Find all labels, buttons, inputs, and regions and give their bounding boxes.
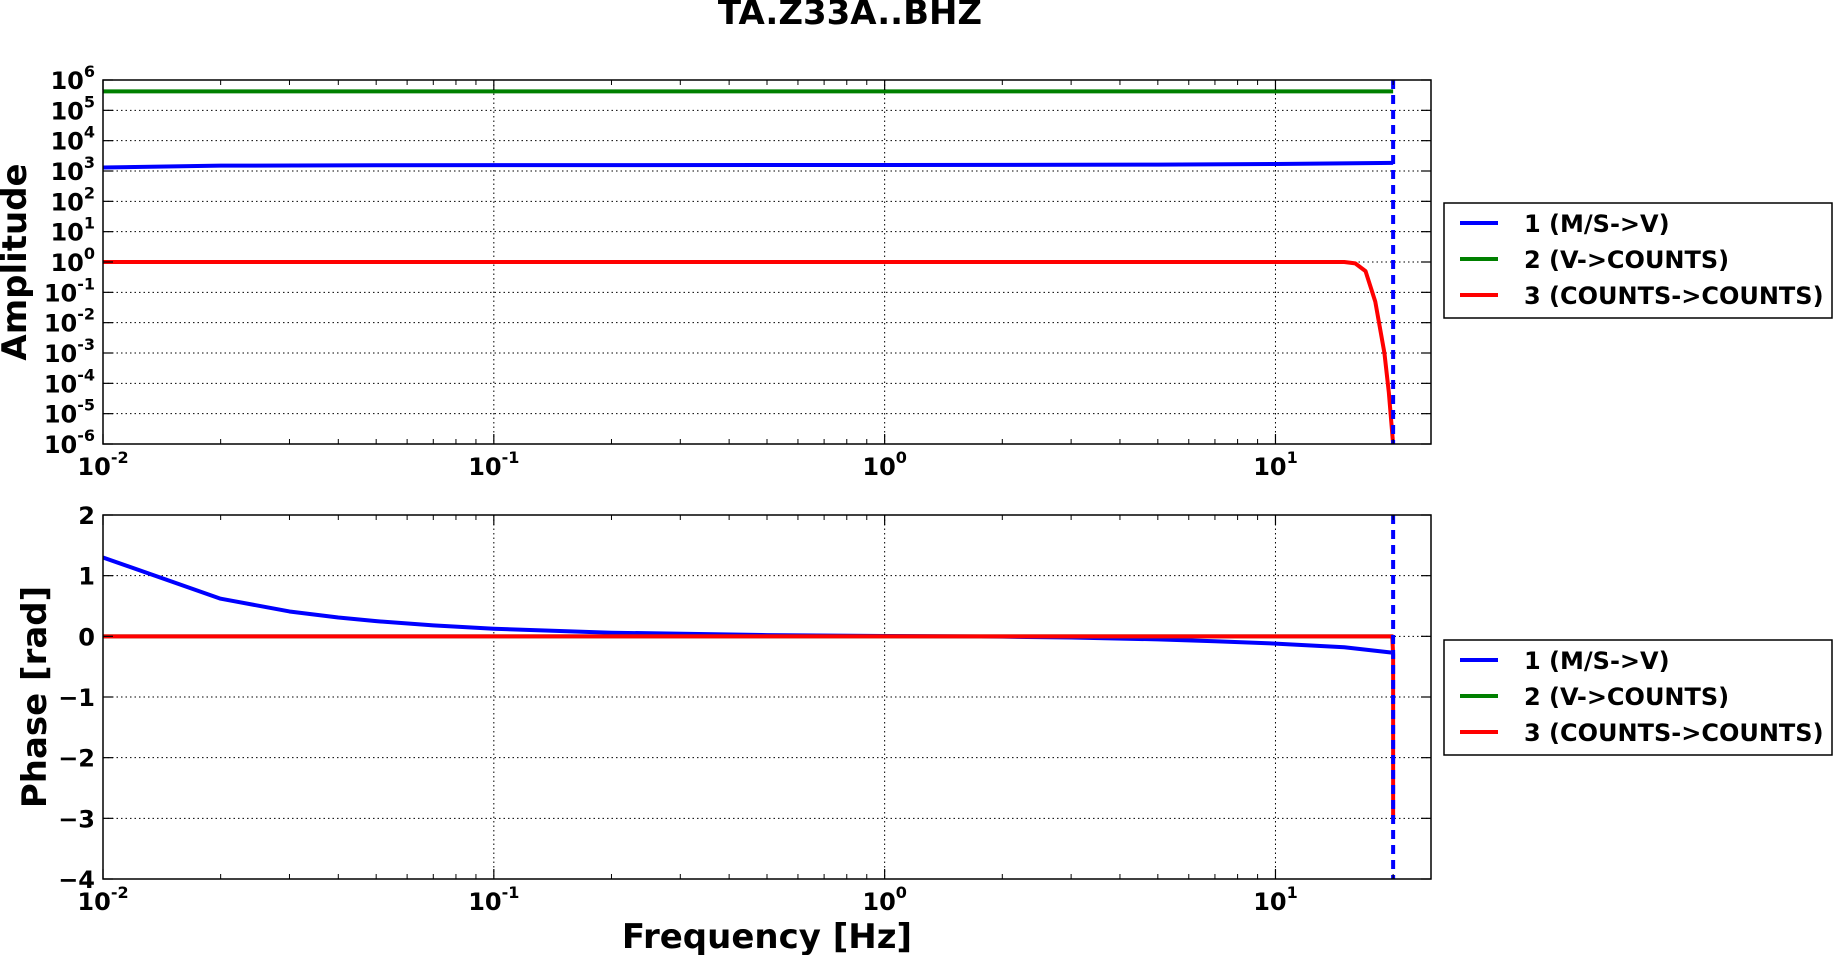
y-tick-base: 10 [50,97,83,125]
y-tick-exponent: 3 [84,153,95,172]
x-tick-label: 101 [1253,448,1298,481]
y-tick-exponent: -2 [77,305,95,324]
series-line-3 [103,634,1396,819]
y-tick-label: 10-3 [44,335,95,368]
y-tick-label: 2 [78,502,95,530]
phase-y-label: Phase [rad] [15,586,55,808]
x-tick-exponent: 0 [896,883,907,902]
amplitude-data [103,80,1396,444]
series-line-3 [103,260,1396,444]
x-tick-exponent: 0 [896,448,907,467]
phase-legend: 1 (M/S->V) 2 (V->COUNTS) 3 (COUNTS->COUNTS… [1443,639,1833,756]
y-tick-label: 101 [50,214,95,247]
legend-entry-1: 1 (M/S->V) [1524,210,1670,238]
y-tick-label: 10-2 [44,305,95,338]
y-tick-label: 100 [50,244,95,277]
phase-data [103,515,1396,879]
x-tick-base: 10 [1253,888,1286,916]
amplitude-panel: 10-2 10-1 100 10110610510410310210110010-11… [0,62,1833,481]
y-tick-label: 10-1 [44,274,95,307]
legend-box [1443,202,1833,319]
x-tick-label: 100 [862,883,907,916]
x-tick-exponent: 1 [1287,883,1298,902]
x-tick-label: 101 [1253,883,1298,916]
y-tick-label: 1 [78,563,95,591]
y-tick-label: 105 [50,92,95,125]
y-tick-label: −1 [58,684,95,712]
y-tick-base: 10 [44,401,77,429]
y-tick-base: 10 [44,431,77,459]
legend-entry-2: 2 (V->COUNTS) [1524,246,1729,274]
x-tick-base: 10 [468,888,501,916]
y-tick-base: 10 [50,67,83,95]
y-tick-label: 103 [50,153,95,186]
y-tick-label: 102 [50,183,95,216]
y-tick-exponent: 6 [84,62,95,81]
x-tick-exponent: 1 [1287,448,1298,467]
x-tick-label: 100 [862,448,907,481]
y-tick-exponent: 1 [84,214,95,233]
legend-entry-3: 3 (COUNTS->COUNTS) [1524,282,1824,310]
legend-entry-3: 3 (COUNTS->COUNTS) [1524,719,1824,747]
y-tick-exponent: 4 [84,123,95,142]
y-tick-base: 10 [44,370,77,398]
phase-ticks [102,514,1431,880]
amplitude-ticks [102,79,1431,445]
y-tick-exponent: 0 [84,244,95,263]
series-line-1 [103,555,1394,655]
y-tick-exponent: -1 [77,274,95,293]
y-tick-base: 10 [44,340,77,368]
y-tick-label: 0 [78,623,95,651]
legend-entry-2: 2 (V->COUNTS) [1524,683,1729,711]
x-tick-exponent: -1 [502,448,520,467]
phase-x-label: Frequency [Hz] [622,917,912,955]
y-tick-label: 104 [50,123,95,156]
y-tick-exponent: -5 [77,396,95,415]
y-tick-label: 10-6 [44,426,95,459]
x-tick-base: 10 [77,888,110,916]
y-tick-exponent: -3 [77,335,95,354]
y-tick-label: −2 [58,745,95,773]
amplitude-legend: 1 (M/S->V) 2 (V->COUNTS) 3 (COUNTS->COUNTS… [1443,202,1833,319]
x-tick-exponent: -2 [111,883,129,902]
y-tick-exponent: 2 [84,183,95,202]
y-tick-label: 10-4 [44,365,95,398]
legend-entry-1: 1 (M/S->V) [1524,647,1670,675]
amplitude-tick-labels: 10-2 10-1 100 10110610510410310210110010-11… [44,62,1298,481]
y-tick-label: 10-5 [44,396,95,429]
x-tick-base: 10 [468,453,501,481]
x-tick-base: 10 [862,453,895,481]
y-tick-exponent: 5 [84,92,95,111]
y-tick-base: 10 [50,128,83,156]
y-tick-label: −4 [58,866,95,894]
x-tick-base: 10 [862,888,895,916]
x-tick-label: 10-2 [77,448,128,481]
x-tick-base: 10 [77,453,110,481]
x-tick-base: 10 [1253,453,1286,481]
y-tick-base: 10 [44,279,77,307]
y-tick-base: 10 [44,310,77,338]
phase-grid [102,515,1431,879]
y-tick-base: 10 [50,188,83,216]
y-tick-base: 10 [50,249,83,277]
series-line-1 [103,160,1394,170]
y-tick-label: −3 [58,805,95,833]
amplitude-y-label: Amplitude [0,163,35,360]
y-tick-base: 10 [50,158,83,186]
legend-box [1443,639,1833,756]
x-tick-exponent: -2 [111,448,129,467]
y-tick-base: 10 [50,219,83,247]
y-tick-label: 106 [50,62,95,95]
x-tick-exponent: -1 [502,883,520,902]
x-tick-label: 10-1 [468,448,519,481]
y-tick-exponent: -6 [77,426,95,445]
figure-title: TA.Z33A..BHZ [718,0,982,33]
y-tick-exponent: -4 [77,365,95,384]
x-tick-label: 10-1 [468,883,519,916]
x-tick-label: 10-2 [77,883,128,916]
